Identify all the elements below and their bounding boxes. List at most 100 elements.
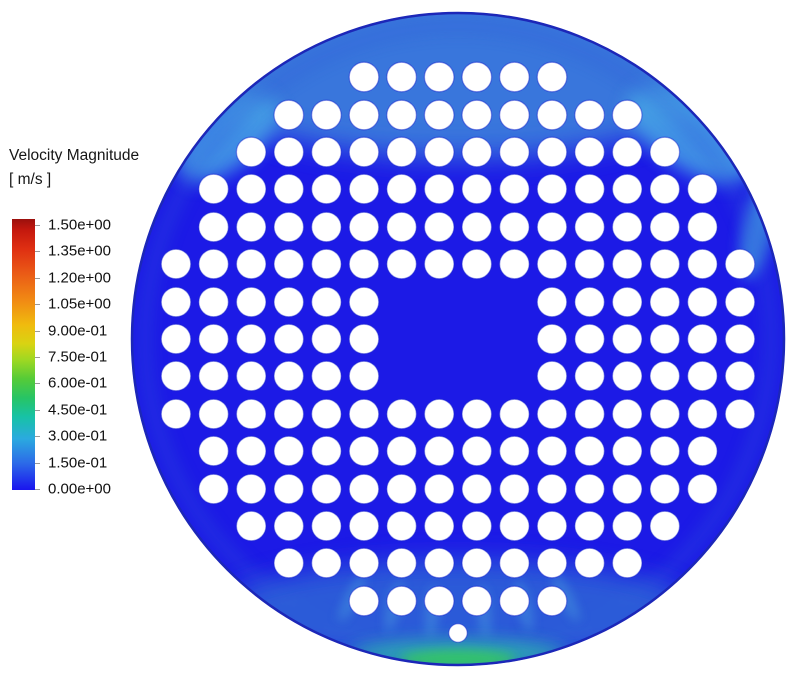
tube-hole: [310, 510, 342, 542]
tube-hole: [310, 547, 342, 579]
colorbar-tick-label: 1.50e+00: [48, 216, 111, 234]
tube-hole: [273, 173, 305, 205]
tube-hole-array: [160, 61, 756, 617]
colorbar-tick-label: 7.50e-01: [48, 348, 108, 366]
tube-hole: [574, 286, 606, 318]
tube-hole: [423, 585, 455, 617]
tube-hole: [611, 323, 643, 355]
tube-hole: [160, 398, 192, 430]
tube-hole: [273, 323, 305, 355]
colorbar-legend: Velocity Magnitude [ m/s ] 1.50e+00 1.35e…: [0, 0, 139, 520]
tube-hole: [348, 398, 380, 430]
tube-hole: [536, 547, 568, 579]
tube-hole: [386, 585, 418, 617]
tube-hole: [273, 547, 305, 579]
tube-hole: [611, 286, 643, 318]
tube-hole: [386, 61, 418, 93]
tube-hole: [536, 585, 568, 617]
tube-hole: [310, 435, 342, 467]
tube-hole: [461, 547, 493, 579]
colorbar-tick: [35, 357, 40, 358]
tube-hole: [348, 360, 380, 392]
legend-units: [ m/s ]: [9, 171, 52, 188]
tube-hole: [198, 473, 230, 505]
tube-hole: [160, 360, 192, 392]
tube-hole: [611, 248, 643, 280]
tube-hole: [536, 286, 568, 318]
tube-hole: [536, 248, 568, 280]
tube-hole: [498, 248, 530, 280]
tube-hole: [574, 323, 606, 355]
tube-hole: [536, 211, 568, 243]
tube-hole: [273, 398, 305, 430]
tube-hole: [235, 323, 267, 355]
tube-hole: [461, 398, 493, 430]
tube-hole: [498, 398, 530, 430]
colorbar: [12, 219, 35, 490]
tube-hole: [574, 547, 606, 579]
tube-hole: [310, 323, 342, 355]
colorbar-tick: [35, 277, 40, 279]
tube-hole: [649, 398, 681, 430]
tube-hole: [461, 248, 493, 280]
tube-hole: [536, 360, 568, 392]
colorbar-tick: [35, 225, 40, 226]
tube-hole: [386, 211, 418, 243]
colorbar-tick: [35, 436, 40, 438]
colorbar-tick-label: 1.50e-01: [48, 454, 108, 472]
tube-hole: [386, 99, 418, 131]
tube-hole: [536, 61, 568, 93]
tube-hole: [574, 398, 606, 430]
tube-hole: [686, 286, 718, 318]
colorbar-tick-label: 1.20e+00: [48, 269, 111, 287]
tube-hole: [423, 173, 455, 205]
tube-hole: [611, 360, 643, 392]
tube-hole: [198, 248, 230, 280]
drain-hole: [448, 623, 468, 643]
colorbar-tick: [35, 383, 40, 385]
tube-hole: [386, 547, 418, 579]
tube-hole: [574, 136, 606, 168]
tube-hole: [724, 323, 756, 355]
colorbar-tick: [35, 462, 40, 464]
tube-hole: [686, 211, 718, 243]
tube-hole: [498, 173, 530, 205]
tube-hole: [498, 473, 530, 505]
tube-hole: [461, 99, 493, 131]
tube-hole: [686, 360, 718, 392]
tube-hole: [461, 136, 493, 168]
tube-hole: [461, 473, 493, 505]
tube-hole: [310, 286, 342, 318]
tube-hole: [348, 585, 380, 617]
tube-hole: [724, 398, 756, 430]
tube-hole: [686, 248, 718, 280]
tube-hole: [386, 248, 418, 280]
tube-hole: [461, 211, 493, 243]
tube-hole: [348, 473, 380, 505]
tube-hole: [611, 435, 643, 467]
tube-hole: [498, 61, 530, 93]
tube-hole: [498, 211, 530, 243]
tube-hole: [611, 547, 643, 579]
colorbar-tick: [35, 409, 40, 411]
tube-hole: [348, 61, 380, 93]
tube-hole: [423, 61, 455, 93]
tube-hole: [160, 286, 192, 318]
colorbar-tick: [35, 330, 40, 332]
tube-hole: [423, 473, 455, 505]
tube-hole: [536, 398, 568, 430]
tube-hole: [423, 435, 455, 467]
tube-hole: [348, 136, 380, 168]
tube-hole: [198, 360, 230, 392]
tube-hole: [160, 248, 192, 280]
shell-rim-edge: [130, 11, 786, 667]
tube-hole: [649, 173, 681, 205]
tube-hole: [574, 360, 606, 392]
tube-hole: [198, 398, 230, 430]
tube-hole: [611, 99, 643, 131]
tube-hole: [686, 435, 718, 467]
tube-hole: [235, 211, 267, 243]
tube-hole: [461, 61, 493, 93]
tube-hole: [498, 136, 530, 168]
tube-hole: [724, 248, 756, 280]
